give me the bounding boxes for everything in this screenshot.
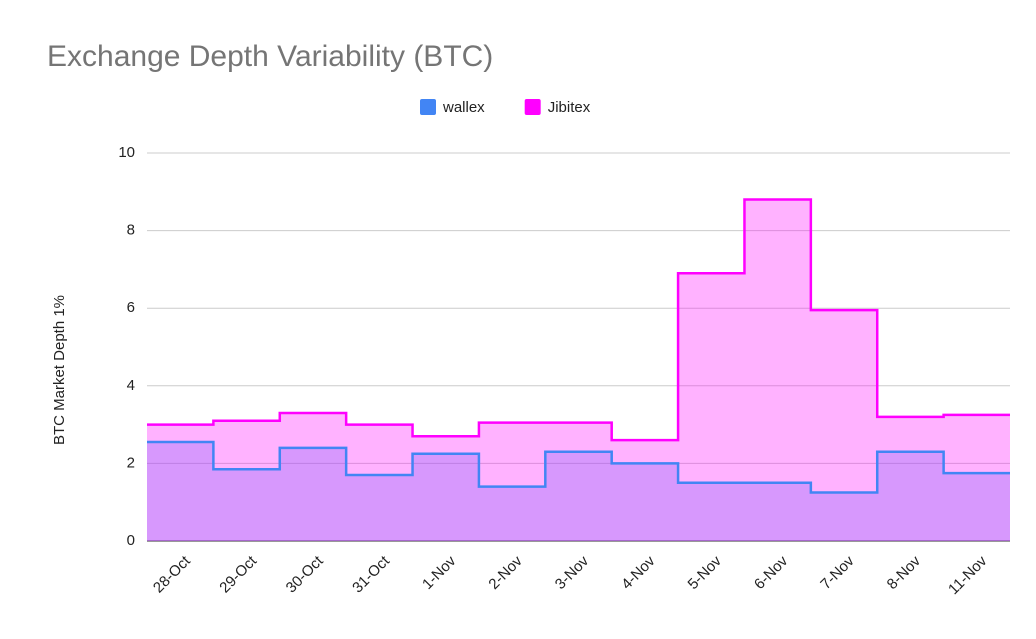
area	[147, 442, 1010, 541]
y-tick-label: 8	[127, 222, 135, 239]
legend-label: wallex	[442, 99, 485, 116]
chart-title: Exchange Depth Variability (BTC)	[47, 40, 493, 73]
y-tick-label: 10	[118, 144, 135, 161]
y-tick-label: 4	[127, 377, 135, 394]
y-tick-label: 6	[127, 299, 135, 316]
area	[147, 199, 1010, 541]
legend-label: Jibitex	[548, 99, 591, 116]
legend-swatch	[420, 99, 436, 115]
y-axis-label: BTC Market Depth 1%	[51, 295, 68, 445]
legend-swatch	[524, 99, 541, 115]
y-tick-label: 2	[127, 454, 135, 471]
y-tick-label: 0	[127, 532, 135, 549]
step-line	[147, 198, 1010, 442]
step-line	[147, 440, 1010, 494]
